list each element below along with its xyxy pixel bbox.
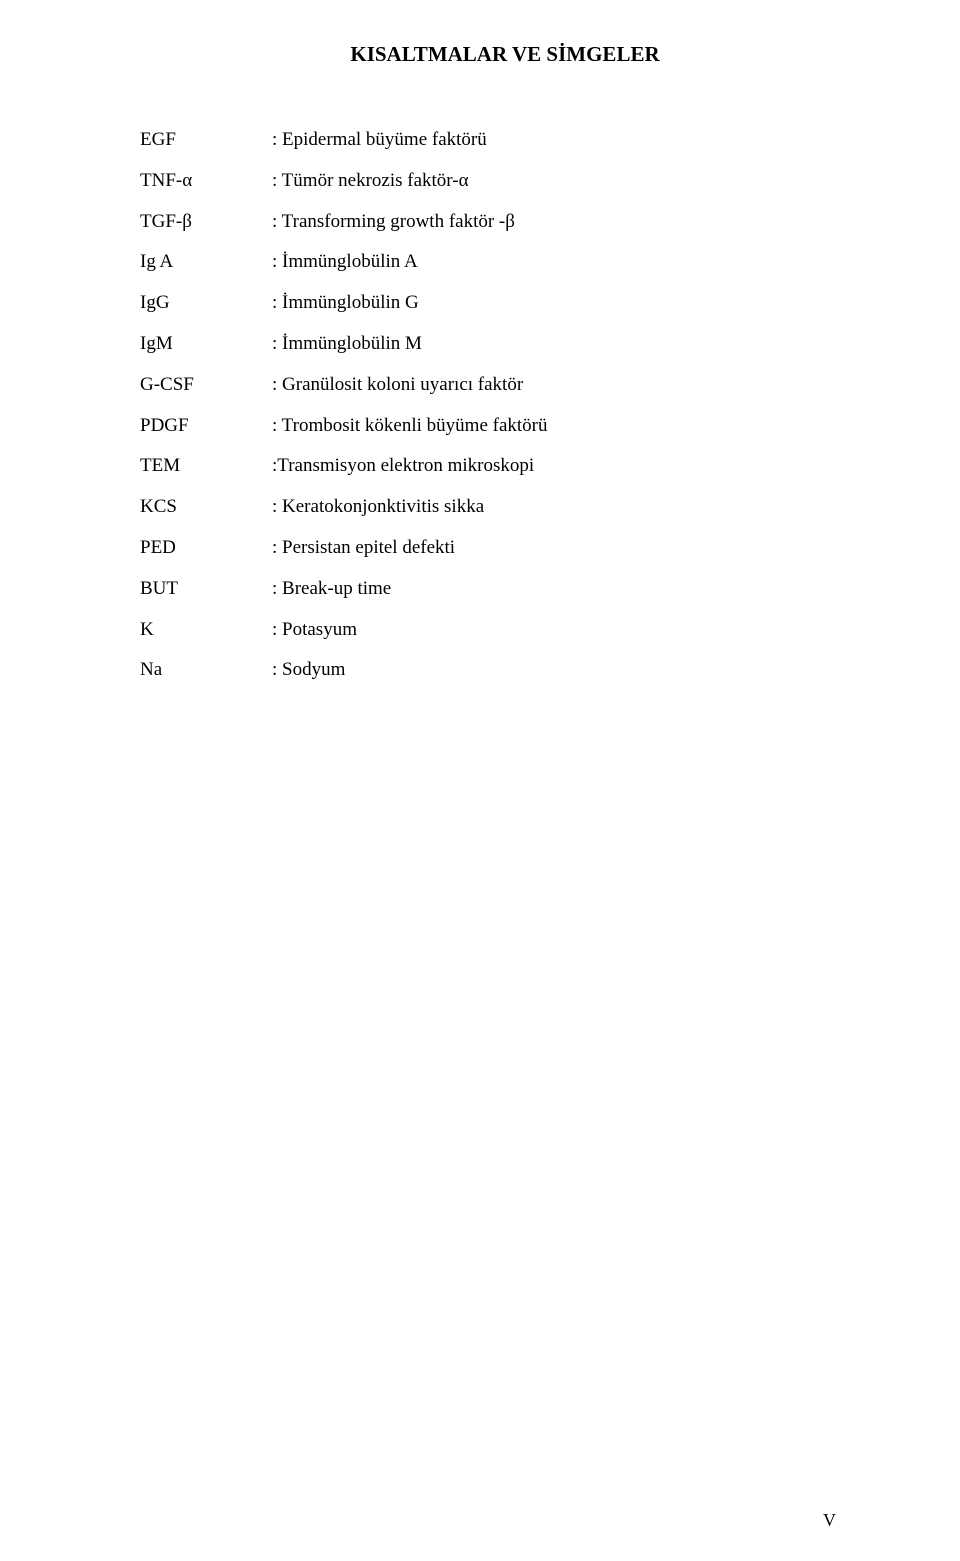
definition-row: TEM :Transmisyon elektron mikroskopi: [140, 455, 960, 478]
page-number: V: [823, 1510, 836, 1531]
definition-term: K: [140, 619, 272, 642]
definition-row: EGF : Epidermal büyüme faktörü: [140, 129, 960, 152]
definition-description: : Epidermal büyüme faktörü: [272, 129, 487, 152]
definition-row: G-CSF : Granülosit koloni uyarıcı faktör: [140, 374, 960, 397]
definition-row: PDGF : Trombosit kökenli büyüme faktörü: [140, 415, 960, 438]
definition-term: BUT: [140, 578, 272, 601]
definition-description: : Break-up time: [272, 578, 391, 601]
definition-row: IgM : İmmünglobülin M: [140, 333, 960, 356]
definition-term: G-CSF: [140, 374, 272, 397]
definition-row: PED : Persistan epitel defekti: [140, 537, 960, 560]
definition-description: : Trombosit kökenli büyüme faktörü: [272, 415, 548, 438]
definition-term: TNF-α: [140, 170, 272, 193]
definition-term: EGF: [140, 129, 272, 152]
definition-description: :Transmisyon elektron mikroskopi: [272, 455, 534, 478]
definition-row: KCS : Keratokonjonktivitis sikka: [140, 496, 960, 519]
page-title: KISALTMALAR VE SİMGELER: [0, 0, 960, 67]
definition-term: IgM: [140, 333, 272, 356]
definition-term: TEM: [140, 455, 272, 478]
definition-row: BUT : Break-up time: [140, 578, 960, 601]
definition-term: TGF-β: [140, 211, 272, 234]
definition-description: : Keratokonjonktivitis sikka: [272, 496, 484, 519]
definition-description: : Transforming growth faktör -β: [272, 211, 515, 234]
definition-term: PDGF: [140, 415, 272, 438]
definition-description: : Potasyum: [272, 619, 357, 642]
definition-description: : Granülosit koloni uyarıcı faktör: [272, 374, 523, 397]
definition-row: K : Potasyum: [140, 619, 960, 642]
definition-term: PED: [140, 537, 272, 560]
definition-description: : Tümör nekrozis faktör-α: [272, 170, 469, 193]
definitions-list: EGF : Epidermal büyüme faktörü TNF-α : T…: [140, 129, 960, 682]
definition-description: : Sodyum: [272, 659, 345, 682]
definition-description: : İmmünglobülin M: [272, 333, 422, 356]
definition-row: IgG : İmmünglobülin G: [140, 292, 960, 315]
definition-row: TNF-α : Tümör nekrozis faktör-α: [140, 170, 960, 193]
definition-description: : İmmünglobülin A: [272, 251, 418, 274]
definition-term: Na: [140, 659, 272, 682]
definition-term: IgG: [140, 292, 272, 315]
definition-row: Ig A : İmmünglobülin A: [140, 251, 960, 274]
definition-term: KCS: [140, 496, 272, 519]
definition-row: Na : Sodyum: [140, 659, 960, 682]
definition-description: : İmmünglobülin G: [272, 292, 419, 315]
definition-description: : Persistan epitel defekti: [272, 537, 455, 560]
definition-term: Ig A: [140, 251, 272, 274]
definition-row: TGF-β : Transforming growth faktör -β: [140, 211, 960, 234]
